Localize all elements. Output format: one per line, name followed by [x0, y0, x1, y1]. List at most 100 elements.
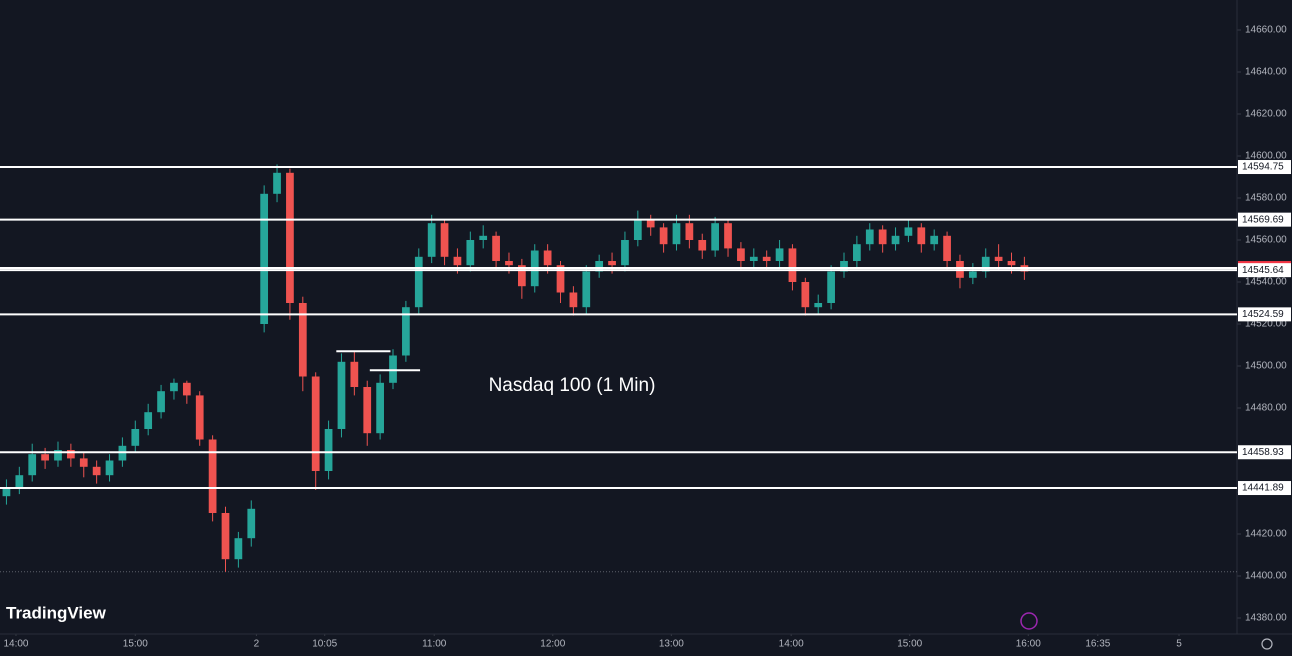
x-tick-label: 13:00 [659, 639, 684, 650]
candle-body [298, 303, 307, 377]
candle-body [234, 538, 243, 560]
candle-body [15, 475, 24, 488]
candle-body [144, 412, 153, 429]
candle-body [505, 261, 513, 266]
candle-body [311, 376, 320, 471]
candle-body [646, 219, 655, 228]
candle-body [157, 391, 165, 413]
candle-body [749, 256, 758, 261]
y-tick-label: 14600.00 [1245, 151, 1287, 162]
y-tick-label: 14540.00 [1245, 277, 1287, 288]
x-tick-label: 10:05 [312, 639, 337, 650]
candle-body [981, 256, 990, 272]
candle-body [221, 513, 230, 560]
level-label: 14569.69 [1242, 214, 1284, 225]
candle-body [582, 271, 591, 308]
candle-body [1007, 261, 1016, 266]
candle-body [878, 229, 887, 245]
candle-body [917, 227, 926, 245]
candle-body [672, 223, 681, 245]
replay-icon[interactable] [1020, 612, 1038, 630]
candle-body [840, 261, 848, 272]
candle-body [273, 172, 281, 194]
candle-body [543, 250, 552, 266]
y-tick-label: 14660.00 [1245, 25, 1287, 36]
candle-body [569, 292, 578, 308]
x-tick-label: 15:00 [897, 639, 922, 650]
candle-body [595, 261, 604, 272]
y-tick-label: 14520.00 [1245, 319, 1287, 330]
x-tick-label: 14:00 [779, 639, 804, 650]
candle-body [788, 248, 797, 282]
y-tick-label: 14560.00 [1245, 235, 1287, 246]
candle-body [363, 387, 372, 434]
candle-body [685, 223, 694, 240]
candle-body [994, 256, 1003, 261]
candle-body [170, 382, 178, 392]
x-tick-label: 12:00 [540, 639, 565, 650]
candle-body [479, 235, 488, 240]
candle-body [453, 256, 462, 266]
x-tick-label: 16:35 [1085, 639, 1110, 650]
candle-body [54, 450, 62, 461]
chart-title: Nasdaq 100 (1 Min) [489, 375, 656, 396]
y-tick-label: 14500.00 [1245, 361, 1287, 372]
level-label-box [1238, 481, 1291, 496]
level-label: 14524.59 [1242, 309, 1284, 320]
y-tick-label: 14420.00 [1245, 529, 1287, 540]
x-tick-label: 14:00 [3, 639, 28, 650]
candle-body [737, 248, 745, 261]
candle-body [402, 307, 410, 356]
candle-body [865, 229, 874, 245]
level-label: 14458.93 [1242, 447, 1284, 458]
candle-body [492, 235, 500, 261]
candle-body [827, 271, 835, 303]
candle-body [891, 235, 900, 245]
candle-body [2, 487, 11, 497]
level-label-box [1238, 307, 1291, 322]
candle-body [814, 303, 823, 308]
level-label-box [1238, 212, 1291, 227]
candle-body [775, 248, 784, 261]
candle-body [968, 271, 977, 278]
level-label-box [1238, 263, 1291, 278]
watermark: TradingView [6, 603, 107, 622]
candle-body [67, 450, 75, 459]
candle-body [904, 227, 913, 236]
candle-body [556, 265, 565, 293]
candle-body [440, 223, 449, 257]
candle-body [608, 261, 616, 266]
settings-icon[interactable] [1261, 638, 1273, 650]
candle-body [131, 429, 140, 446]
candle-body [350, 361, 359, 387]
candle-body [376, 382, 384, 434]
x-tick-label: 11:00 [422, 639, 447, 650]
candle-body [943, 235, 951, 261]
candle-body [621, 240, 629, 266]
candle-body [79, 458, 88, 467]
candle-body [853, 244, 861, 261]
candle-body [414, 256, 423, 308]
x-tick-label: 16:00 [1016, 639, 1041, 650]
candle-body [208, 439, 217, 513]
y-tick-label: 14640.00 [1245, 67, 1287, 78]
y-tick-label: 14580.00 [1245, 193, 1287, 204]
candle-body [711, 223, 720, 251]
candle-body [633, 219, 642, 240]
candle-body [41, 454, 49, 461]
candle-body [930, 235, 939, 245]
level-label: 14441.89 [1242, 483, 1284, 494]
y-tick-label: 14480.00 [1245, 403, 1287, 414]
level-label: 14594.75 [1242, 162, 1284, 173]
candle-body [195, 395, 204, 440]
candle-body [337, 361, 346, 429]
x-tick-label: 15:00 [123, 639, 148, 650]
candle-body [105, 460, 114, 476]
candle-body [724, 223, 732, 249]
candle-body [260, 193, 269, 324]
candle-body [517, 265, 526, 287]
y-tick-label: 14620.00 [1245, 109, 1287, 120]
